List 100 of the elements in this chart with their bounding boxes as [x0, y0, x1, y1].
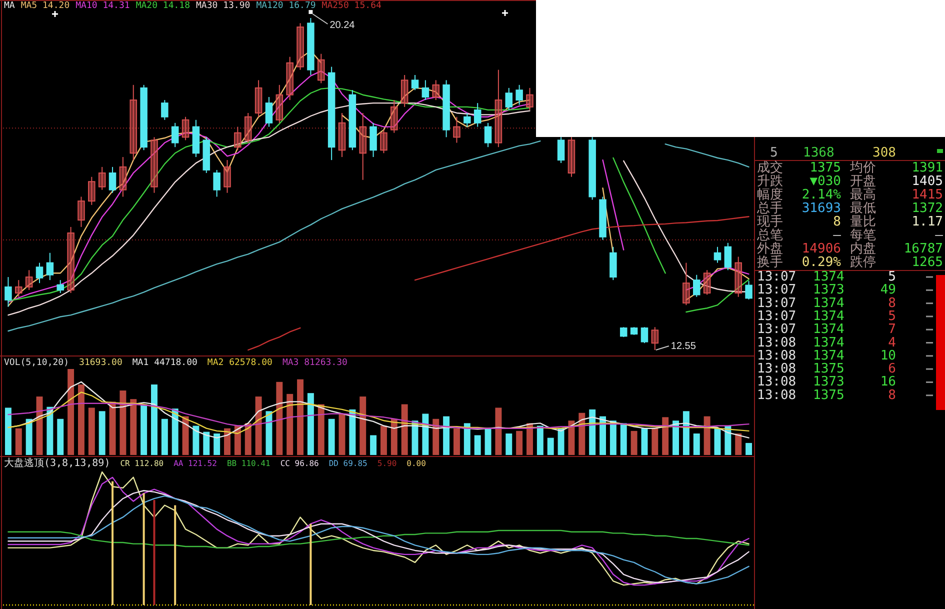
bar — [142, 493, 145, 605]
bar — [328, 418, 335, 455]
bar — [693, 434, 700, 455]
bar — [474, 435, 481, 455]
bar — [109, 402, 116, 455]
legend-title: MA — [4, 1, 16, 11]
text: MA5 14.20 — [20, 1, 70, 11]
bar — [266, 411, 272, 455]
bar — [432, 418, 440, 455]
bar — [68, 369, 74, 455]
bar — [746, 442, 752, 455]
bar — [182, 416, 189, 455]
text: 13:08 1374 10 — [757, 348, 896, 364]
bar — [672, 420, 680, 455]
text: MA2 62578.00 — [207, 358, 272, 368]
text: 现手 8 量比 1.17 — [757, 214, 943, 230]
bar — [714, 428, 721, 455]
bar — [151, 384, 158, 455]
bar — [506, 434, 512, 455]
bar — [620, 423, 627, 455]
bar — [558, 428, 564, 455]
bar — [203, 432, 210, 455]
bar — [516, 430, 523, 455]
text: 13:08 1373 16 — [757, 374, 896, 390]
bar — [641, 428, 648, 455]
bar — [662, 417, 669, 455]
bar — [578, 412, 586, 455]
series-label: CR 112.80 — [120, 459, 164, 468]
text: MA30 13.90 — [196, 1, 250, 11]
chart-title: 大盘逃顶(3,8,13,89) — [4, 457, 110, 469]
text: 0.00 — [406, 459, 426, 468]
bar — [349, 409, 356, 455]
text: 13:08 1375 8 — [757, 388, 896, 403]
bar — [120, 390, 126, 455]
annotation: 12.55 — [670, 341, 696, 352]
text: 31693.00 — [79, 358, 122, 368]
text: BB 110.41 — [226, 459, 270, 468]
annotation: 20.24 — [330, 20, 356, 31]
text: 总手 31693 最低 1372 — [757, 201, 943, 216]
bar — [422, 414, 429, 455]
bar — [88, 408, 95, 455]
bar — [547, 438, 554, 455]
chart-title: VOL(5,10,20) — [4, 358, 70, 368]
bar — [286, 394, 294, 455]
bar — [735, 434, 742, 455]
text: 13:07 1374 5 — [757, 308, 896, 324]
text: MA1 44718.00 — [132, 358, 198, 368]
bar — [57, 418, 64, 455]
bar — [98, 411, 106, 455]
bar — [704, 416, 710, 455]
bar — [536, 426, 544, 455]
text: 外盘 14906 内盘 16787 — [757, 242, 943, 256]
bar — [153, 500, 156, 605]
text: 13:08 1374 4 — [757, 335, 896, 350]
bar — [276, 382, 283, 455]
text: 升跌 ▼030 开盘 1405 — [757, 174, 943, 189]
text: 13:07 1374 8 — [757, 296, 896, 311]
bar — [140, 404, 148, 455]
text: MA10 14.31 — [76, 1, 130, 11]
bar — [15, 428, 22, 455]
text: 换手 0.29% 跌停 1265 — [757, 255, 943, 270]
bar — [630, 430, 638, 455]
bar — [161, 418, 168, 455]
bar — [192, 426, 200, 455]
text: MA250 15.64 — [322, 1, 382, 11]
bar — [307, 393, 314, 455]
text: MA20 14.18 — [136, 1, 190, 11]
text: 5.90 — [377, 459, 397, 468]
text: DD 69.85 — [328, 459, 368, 468]
bar — [526, 423, 533, 455]
bar — [610, 420, 616, 455]
bar — [453, 428, 460, 455]
bar — [568, 420, 575, 455]
bar — [484, 428, 492, 455]
text: 总笔 — 每笔 — — [757, 228, 943, 243]
bar — [360, 396, 366, 455]
bar — [318, 404, 324, 455]
text: 幅度 2.14% 最高 1415 — [757, 188, 943, 202]
bar — [112, 481, 114, 605]
bar — [26, 418, 32, 455]
bar — [4, 408, 12, 455]
bar — [172, 408, 178, 455]
bar — [652, 428, 658, 455]
bar — [464, 423, 470, 455]
text: MA3 81263.30 — [282, 358, 348, 368]
bar — [130, 399, 137, 455]
bar — [370, 435, 377, 455]
bar — [174, 505, 176, 605]
text: AA 121.52 — [174, 459, 218, 468]
bar — [495, 408, 502, 455]
text: 13:07 1374 5 — [757, 270, 896, 284]
bar — [600, 416, 606, 455]
text: MA120 16.79 — [256, 1, 316, 11]
bar — [380, 426, 387, 455]
bar — [310, 524, 312, 605]
text: 13:07 1373 49 — [757, 282, 896, 298]
bar — [297, 379, 304, 455]
bar — [214, 434, 220, 455]
bar — [338, 414, 346, 455]
bar — [224, 428, 230, 455]
